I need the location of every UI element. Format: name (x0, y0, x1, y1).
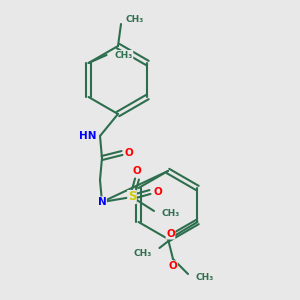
Text: CH₃: CH₃ (125, 14, 143, 23)
Text: O: O (166, 229, 175, 239)
Text: N: N (98, 197, 106, 207)
Text: O: O (169, 261, 177, 271)
Text: O: O (133, 166, 141, 176)
Text: CH₃: CH₃ (162, 209, 180, 218)
Text: HN: HN (79, 131, 96, 141)
Text: S: S (128, 190, 136, 203)
Text: O: O (124, 148, 134, 158)
Text: CH₃: CH₃ (196, 272, 214, 281)
Text: CH₃: CH₃ (133, 250, 152, 259)
Text: CH₃: CH₃ (115, 50, 133, 59)
Text: O: O (154, 187, 162, 197)
